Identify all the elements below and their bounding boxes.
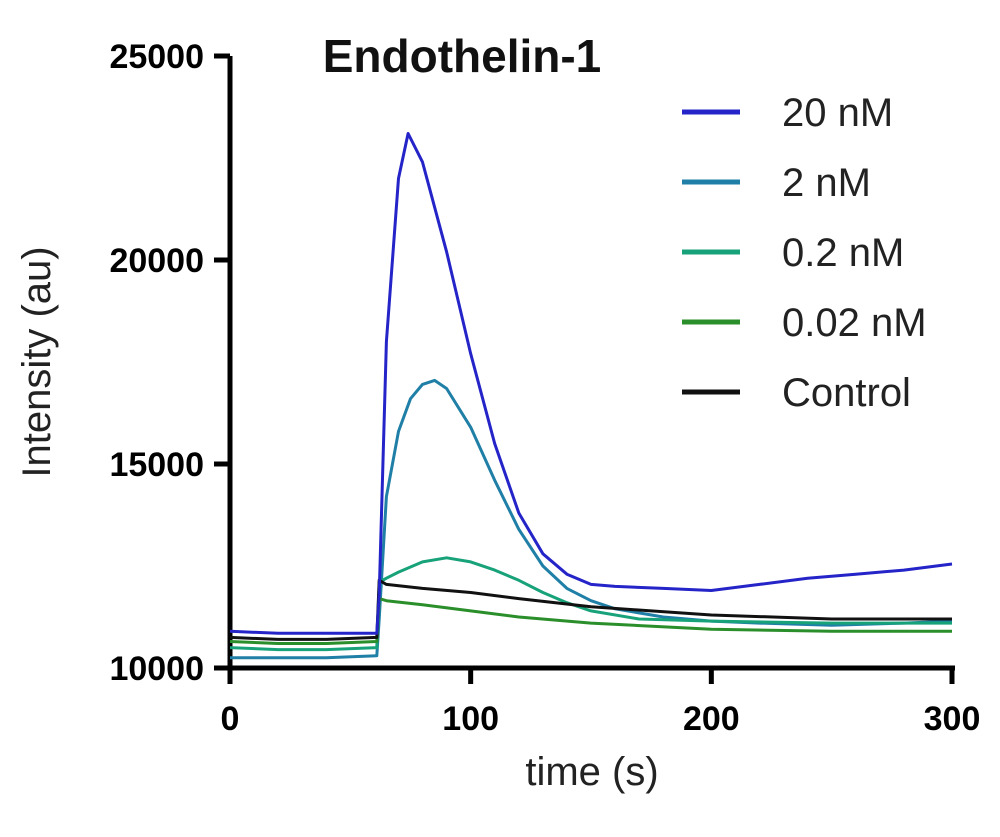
y-tick-label: 15000 [109,446,204,484]
y-axis-label: Intensity (au) [15,246,59,477]
series-line-3 [229,597,952,645]
legend-label: 0.2 nM [782,231,904,275]
series-line-0 [229,132,953,635]
x-tick-label: 200 [683,700,740,738]
plot-lines [229,132,953,660]
x-tick-label: 300 [924,700,981,738]
series-line-2 [229,556,952,652]
x-tick-label: 100 [442,700,499,738]
y-ticks: 10000 15000 20000 25000 [109,38,230,688]
x-axis-label: time (s) [525,750,658,794]
legend-label: 0.02 nM [782,301,927,345]
x-tick-label: 0 [221,700,240,738]
y-tick-label: 10000 [109,650,204,688]
legend: 20 nM 2 nM 0.2 nM 0.02 nM Control [682,91,927,415]
x-ticks: 0 100 200 300 [221,668,981,738]
legend-label: 2 nM [782,161,871,205]
series-line-1 [230,378,953,660]
legend-label: Control [782,371,911,415]
y-tick-label: 20000 [109,242,204,280]
legend-label: 20 nM [782,91,893,135]
y-tick-label: 25000 [109,38,204,76]
series-line-4 [229,578,952,641]
chart-title: Endothelin-1 [323,30,602,82]
